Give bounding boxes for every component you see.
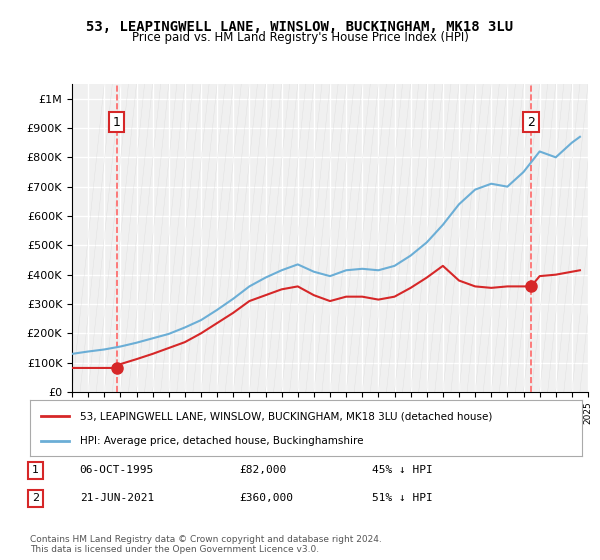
Text: 51% ↓ HPI: 51% ↓ HPI: [372, 493, 433, 503]
Text: 06-OCT-1995: 06-OCT-1995: [80, 465, 154, 475]
Text: £82,000: £82,000: [240, 465, 287, 475]
Text: 2: 2: [527, 115, 535, 129]
Text: Price paid vs. HM Land Registry's House Price Index (HPI): Price paid vs. HM Land Registry's House …: [131, 31, 469, 44]
Text: 45% ↓ HPI: 45% ↓ HPI: [372, 465, 433, 475]
Text: HPI: Average price, detached house, Buckinghamshire: HPI: Average price, detached house, Buck…: [80, 436, 363, 446]
Text: Contains HM Land Registry data © Crown copyright and database right 2024.
This d: Contains HM Land Registry data © Crown c…: [30, 535, 382, 554]
Text: 53, LEAPINGWELL LANE, WINSLOW, BUCKINGHAM, MK18 3LU (detached house): 53, LEAPINGWELL LANE, WINSLOW, BUCKINGHA…: [80, 411, 492, 421]
Text: 53, LEAPINGWELL LANE, WINSLOW, BUCKINGHAM, MK18 3LU: 53, LEAPINGWELL LANE, WINSLOW, BUCKINGHA…: [86, 20, 514, 34]
Text: 21-JUN-2021: 21-JUN-2021: [80, 493, 154, 503]
Text: 1: 1: [32, 465, 39, 475]
Text: 2: 2: [32, 493, 39, 503]
Text: £360,000: £360,000: [240, 493, 294, 503]
Text: 1: 1: [113, 115, 121, 129]
